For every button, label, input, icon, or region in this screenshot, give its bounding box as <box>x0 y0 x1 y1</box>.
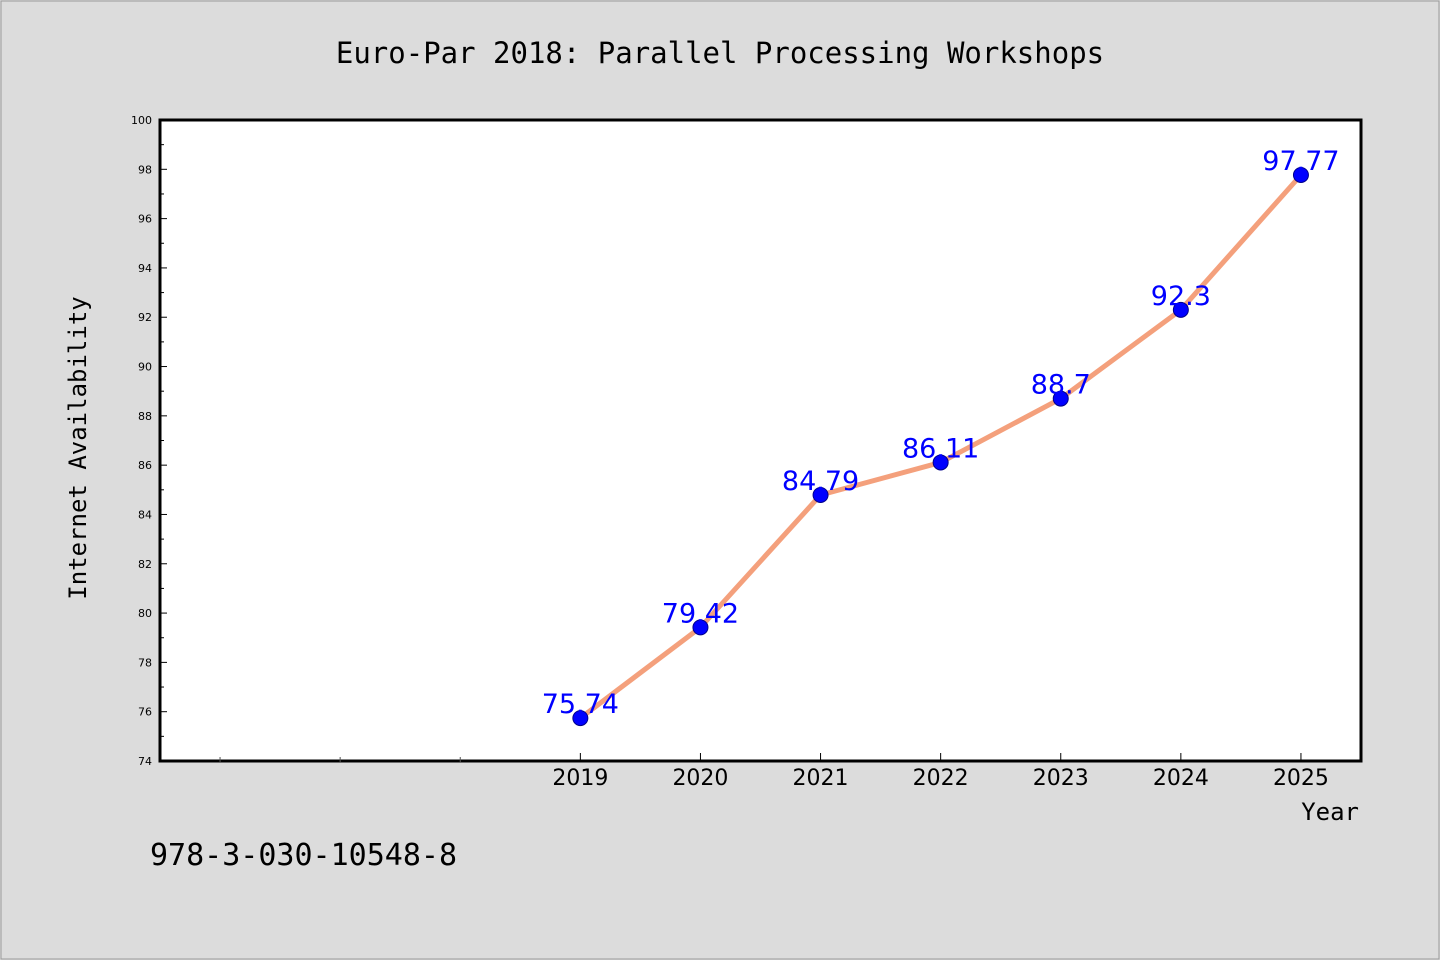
y-tick-label: 74 <box>138 755 152 768</box>
chart-title: Euro-Par 2018: Parallel Processing Works… <box>336 36 1104 70</box>
y-tick-label: 98 <box>138 163 152 176</box>
x-tick-label: 2021 <box>793 766 849 791</box>
y-tick-label: 94 <box>138 262 152 275</box>
data-label: 97.77 <box>1262 146 1339 177</box>
x-tick-label: 2019 <box>552 766 608 791</box>
data-point <box>932 454 949 471</box>
data-label: 79.42 <box>662 598 739 629</box>
x-tick-label: 2025 <box>1273 766 1329 791</box>
y-axis: 74 76 78 80 82 84 86 88 90 92 94 96 98 100 <box>131 114 167 768</box>
y-tick-label: 78 <box>138 656 152 669</box>
data-label: 88.7 <box>1031 370 1091 401</box>
x-tick-label: 2020 <box>672 766 728 791</box>
x-tick-label: 2024 <box>1153 766 1209 791</box>
data-labels-layer: 75.74 79.42 84.79 86.11 88.7 92.3 97.77 <box>542 146 1340 720</box>
y-tick-label: 86 <box>138 459 152 472</box>
y-tick-label: 90 <box>138 361 152 374</box>
data-point <box>1292 166 1309 183</box>
y-tick-label: 96 <box>138 213 152 226</box>
data-label: 92.3 <box>1151 281 1211 312</box>
y-axis-label: Internet Availability <box>64 296 92 599</box>
data-point <box>572 710 589 727</box>
y-tick-label: 80 <box>138 607 152 620</box>
x-tick-label: 2022 <box>913 766 969 791</box>
y-tick-label: 100 <box>131 114 152 127</box>
x-tick-label: 2023 <box>1033 766 1089 791</box>
data-label: 84.79 <box>782 466 859 497</box>
data-point <box>812 486 829 503</box>
data-point <box>1052 390 1069 407</box>
y-tick-label: 82 <box>138 558 152 571</box>
data-point <box>1172 301 1189 318</box>
series-layer <box>572 166 1309 727</box>
x-axis: 2019 2020 2021 2022 2023 2024 2025 <box>219 753 1329 791</box>
y-tick-label: 76 <box>138 706 152 719</box>
footnote-isbn: 978-3-030-10548-8 <box>150 838 457 873</box>
x-axis-label: Year <box>1301 798 1359 826</box>
y-tick-label: 84 <box>138 508 152 521</box>
data-label: 75.74 <box>542 689 619 720</box>
plot-area <box>158 118 1363 763</box>
y-tick-label: 92 <box>138 311 152 324</box>
data-point <box>692 619 709 636</box>
y-tick-label: 88 <box>138 410 152 423</box>
data-label: 86.11 <box>902 433 979 464</box>
